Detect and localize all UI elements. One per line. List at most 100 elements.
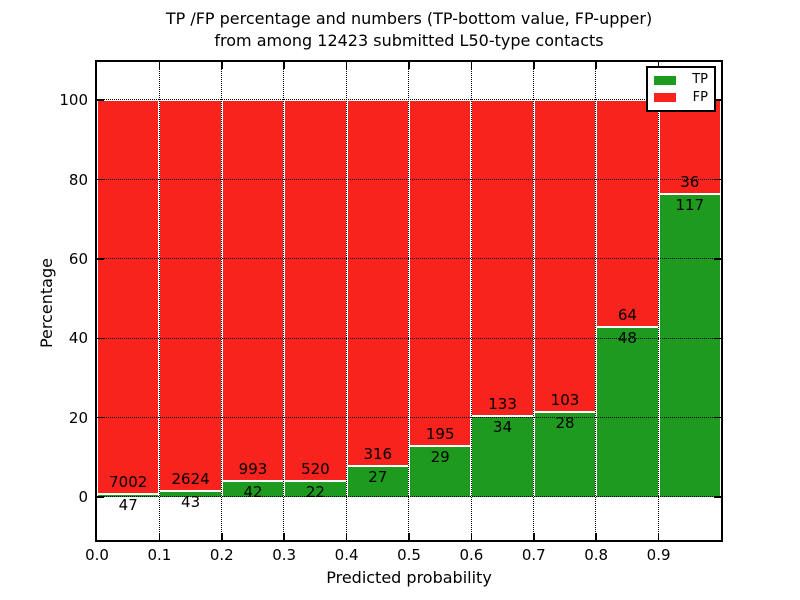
x-tick-label: 0.2 [209,546,234,564]
legend: TP FP [646,66,716,112]
x-tick-top [345,62,348,69]
y-tick-label: 80 [68,170,88,189]
bar-segment-fp [97,100,160,495]
fp-count-label: 133 [488,395,517,414]
x-tick-top [221,62,223,69]
bar-segment-tp [471,416,534,498]
x-tick-bottom [283,533,285,540]
x-tick-top [657,62,660,69]
bar-segment-fp [533,100,597,413]
fp-count-label: 520 [301,460,330,478]
plot-area: 7002 47 2624 43 993 42 520 22 316 27 195 29 133 34 103… [95,60,723,542]
fp-count-label: 36 [680,172,700,191]
y-axis-label: Percentage [37,258,56,349]
y-tick-left [97,416,104,419]
fp-count-label: 103 [550,391,580,410]
gridline-vertical [221,62,223,540]
x-tick-top [595,62,597,69]
x-tick-label: 0.3 [272,546,297,564]
x-tick-label: 0.6 [459,546,484,564]
x-tick-bottom [657,533,660,540]
x-tick-label: 0.7 [521,546,546,564]
x-tick-label: 0.5 [397,546,421,564]
tp-count-label: 43 [181,492,201,511]
y-tick-left [97,337,104,340]
chart-title-line2: from among 12423 submitted L50-type cont… [214,31,604,50]
gridline-vertical [657,62,659,540]
x-tick-bottom [595,533,597,540]
y-tick-label: 0 [78,488,88,507]
x-tick-bottom [345,533,348,540]
bar-segment-tp [658,193,721,498]
gridline-vertical [470,62,472,540]
y-tick-left [97,496,104,498]
legend-entry-tp: TP [654,73,708,87]
bars-layer [97,62,721,540]
tp-count-label: 48 [617,328,637,347]
x-tick-top [283,62,285,69]
x-axis-label: Predicted probability [326,568,492,587]
legend-label-fp: FP [692,89,708,105]
tp-count-label: 22 [305,483,325,501]
x-tick-label: 0.1 [147,546,172,564]
tp-count-label: 28 [555,414,575,433]
gridline-vertical [158,62,160,540]
y-tick-right [714,496,721,498]
x-tick-bottom [158,533,161,540]
gridline-vertical [595,62,597,540]
fp-count-label: 64 [617,305,637,324]
chart-title: TP /FP percentage and numbers (TP-bottom… [97,8,721,52]
y-tick-left [97,99,104,101]
bar-segment-tp [596,326,659,498]
y-tick-label: 20 [68,408,88,427]
x-tick-top [533,62,535,69]
fp-count-label: 993 [238,460,268,478]
bar-segment-fp [159,100,222,491]
y-tick-left [97,258,104,260]
gridline-vertical [408,62,410,540]
gridline-vertical [345,62,347,540]
y-tick-label: 60 [68,249,88,268]
y-tick-right [714,337,721,340]
y-tick-right [714,99,721,101]
x-tick-label: 0.0 [85,546,109,564]
gridline-vertical [533,62,535,540]
tp-count-label: 47 [118,496,138,515]
fp-legend-swatch [654,93,676,103]
x-tick-top [158,62,161,69]
gridline-vertical [283,62,285,540]
x-tick-bottom [533,533,535,540]
x-tick-label: 0.9 [646,546,671,564]
bar-segment-fp [596,100,659,327]
fp-count-label: 7002 [109,473,148,492]
chart-title-line1: TP /FP percentage and numbers (TP-bottom… [165,9,653,28]
bar-segment-fp [409,100,472,446]
x-tick-label: 0.4 [334,546,359,564]
legend-entry-fp: FP [654,89,708,105]
y-tick-left [97,178,104,181]
fp-count-label: 195 [425,424,455,443]
tp-count-label: 29 [430,447,450,466]
gridlines-layer [97,62,721,540]
y-tick-label: 40 [68,329,88,348]
fp-count-label: 2624 [171,469,210,488]
ticks-layer [97,62,721,540]
x-tick-label: 0.8 [584,546,609,564]
tp-count-label: 117 [675,195,705,214]
x-tick-top [408,62,410,69]
y-tick-label: 100 [59,91,88,110]
bar-segment-tp [346,465,409,498]
y-tick-right [714,178,721,181]
bar-segment-tp [409,445,472,498]
x-tick-bottom [470,533,473,540]
tp-legend-swatch [654,75,676,85]
tp-count-label: 34 [493,418,513,437]
fp-count-label: 316 [363,444,393,463]
x-tick-top [470,62,473,69]
x-tick-bottom [408,533,410,540]
annotations-layer: 7002 47 2624 43 993 42 520 22 316 27 195 29 133 34 103… [97,62,721,540]
tp-count-label: 42 [243,483,263,501]
tp-count-label: 27 [368,467,388,486]
x-tick-bottom [221,533,223,540]
